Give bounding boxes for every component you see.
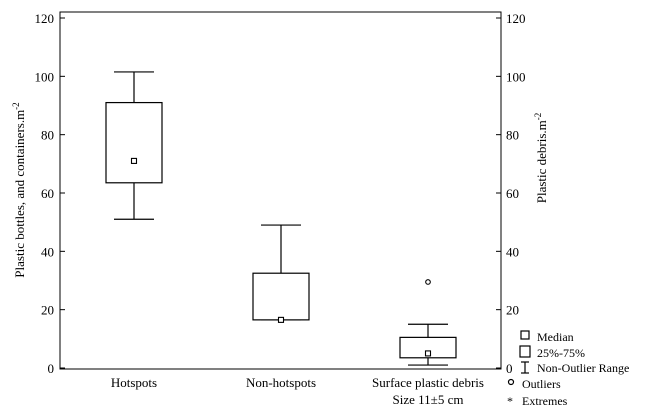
y-axis-left: 0 20 40 60 80 100 120 bbox=[35, 11, 65, 376]
y-axis-right-title: Plastic debris.m-2 bbox=[533, 113, 549, 204]
y-tick-right-label: 120 bbox=[506, 11, 526, 26]
median-marker bbox=[424, 350, 432, 357]
outlier-point bbox=[425, 279, 431, 285]
y-tick-right-label: 80 bbox=[506, 128, 519, 143]
y-tick-left-label: 60 bbox=[41, 186, 54, 201]
legend-outlier-symbol bbox=[507, 378, 515, 386]
y-axis-right: 0 20 40 60 80 100 120 bbox=[496, 11, 526, 376]
legend-box-symbol bbox=[519, 345, 531, 358]
y-tick-right-label: 60 bbox=[506, 186, 519, 201]
legend-median-symbol bbox=[520, 330, 530, 340]
iqr-box bbox=[399, 336, 457, 359]
y-axis-left-title: Plastic bottles, and containers.m-2 bbox=[11, 102, 27, 277]
category-label-line2: Size 11±5 cm bbox=[393, 392, 464, 407]
legend: Median 25%-75% Non-Outlier Range Outlier… bbox=[507, 330, 629, 408]
box-series bbox=[105, 71, 457, 366]
x-axis-categories: Hotspots Non-hotspots Surface plastic debr… bbox=[111, 375, 484, 407]
category-label: Non-hotspots bbox=[246, 375, 316, 390]
median-marker bbox=[277, 316, 285, 323]
y-tick-left-label: 120 bbox=[35, 11, 55, 26]
box-group bbox=[252, 224, 310, 323]
iqr-box bbox=[252, 272, 310, 321]
y-tick-right-label: 40 bbox=[506, 244, 519, 259]
iqr-box bbox=[105, 101, 163, 184]
y-tick-left-label: 0 bbox=[48, 361, 55, 376]
y-tick-left-label: 40 bbox=[41, 244, 54, 259]
legend-extreme-label: Extremes bbox=[522, 394, 568, 408]
legend-box-label: 25%-75% bbox=[537, 346, 585, 360]
y-tick-right-label: 100 bbox=[506, 69, 526, 84]
legend-whisker-symbol bbox=[521, 361, 529, 374]
plot-frame bbox=[59, 11, 502, 370]
category-label: Surface plastic debris bbox=[372, 375, 484, 390]
y-tick-left-label: 20 bbox=[41, 303, 54, 318]
y-tick-left-label: 100 bbox=[35, 69, 55, 84]
box-group bbox=[399, 279, 457, 366]
y-tick-right-label: 0 bbox=[506, 361, 513, 376]
legend-median-label: Median bbox=[537, 330, 574, 344]
median-marker bbox=[130, 157, 138, 164]
category-label: Hotspots bbox=[111, 375, 157, 390]
legend-whisker-label: Non-Outlier Range bbox=[537, 361, 629, 375]
box-group bbox=[105, 71, 163, 220]
y-tick-right-label: 20 bbox=[506, 303, 519, 318]
legend-outlier-label: Outliers bbox=[522, 377, 561, 391]
legend-extreme-symbol: * bbox=[507, 394, 513, 408]
y-tick-left-label: 80 bbox=[41, 128, 54, 143]
